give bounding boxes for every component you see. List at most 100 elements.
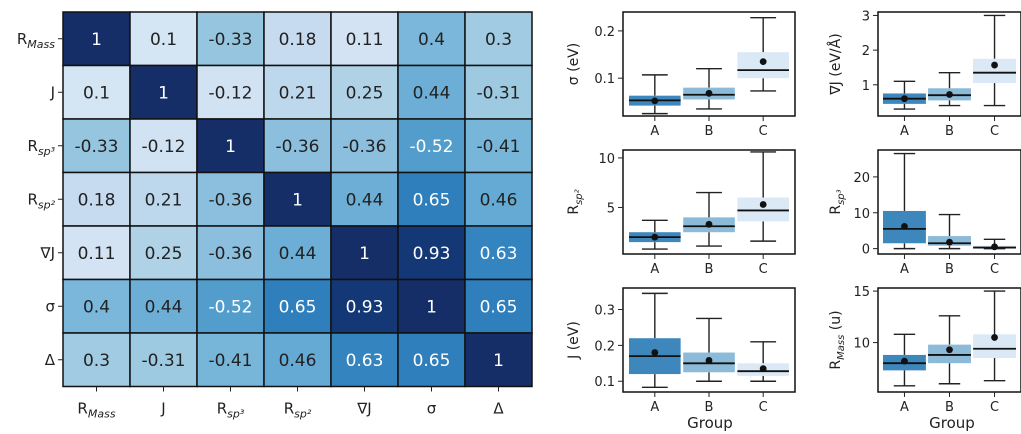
panel-plot-area (629, 16, 789, 115)
box-mean (651, 233, 659, 241)
heatmap-cell-value: -0.12 (209, 83, 253, 103)
heatmap-cell-value: 0.3 (485, 30, 512, 50)
heatmap-cell (62, 278, 131, 334)
heatmap-cell-value: -0.52 (410, 137, 454, 157)
group-xlabel-left: Group (687, 414, 733, 432)
heatmap-cell (62, 171, 131, 227)
heatmap-row-label: σ (45, 297, 55, 315)
y-axis-label: σ (eV) (566, 43, 582, 85)
box-mean (946, 346, 953, 354)
correlation-heatmap: 1 0.1 -0.33 0.18 0.11 0.4 0.3 0.1 1 -0.12 0.21 0.25… (17, 11, 533, 421)
heatmap-cell (263, 118, 332, 174)
x-tick-label: A (900, 400, 909, 415)
box-mean (901, 95, 908, 103)
heatmap-cell-value: 1 (359, 244, 370, 264)
panel-plot-area (883, 152, 1016, 251)
panel-plot-area (883, 290, 1016, 387)
box-mean (946, 238, 953, 246)
heatmap-cell (196, 64, 265, 120)
heatmap-cell-value: 1 (91, 30, 102, 50)
y-tick-label: 0.2 (594, 339, 615, 354)
heatmap-cell-value: -0.31 (477, 83, 521, 103)
box-mean (759, 365, 767, 373)
heatmap-cell (62, 225, 131, 281)
heatmap-col-label: ∇J (356, 400, 371, 418)
box-mean (991, 243, 998, 251)
heatmap-cell-value: -0.52 (209, 297, 253, 317)
box-panel: 1 2 3 A B C ∇J (eV/Å) (827, 9, 1021, 139)
heatmap-cell-value: 0.65 (413, 351, 451, 371)
heatmap-cell-value: 1 (493, 351, 504, 371)
heatmap-row-label: J (50, 83, 55, 101)
x-tick-label: B (705, 262, 714, 277)
y-tick-label: 20 (853, 171, 870, 186)
heatmap-cell-value: 0.63 (346, 351, 384, 371)
heatmap-cell-value: 0.25 (145, 244, 183, 264)
heatmap-cell (397, 171, 466, 227)
y-tick-label: 2 (862, 44, 870, 59)
y-tick-label: 0.1 (594, 72, 615, 87)
heatmap-cell-value: 0.46 (279, 351, 317, 371)
heatmap-cell (464, 171, 533, 227)
heatmap-cell (196, 332, 265, 388)
heatmap-cell (397, 332, 466, 388)
x-tick-label: B (945, 400, 954, 415)
y-axis-label: ∇J (eV/Å) (827, 33, 844, 95)
heatmap-cell (129, 171, 198, 227)
x-tick-label: B (945, 262, 954, 277)
box-mean (705, 357, 713, 364)
heatmap-cell-value: -0.31 (142, 351, 186, 371)
heatmap-row-label: ∇J (40, 244, 55, 262)
box-mean (946, 91, 953, 98)
y-axis-label: J (eV) (566, 321, 582, 360)
heatmap-cell-value: -0.36 (209, 190, 253, 210)
heatmap-cell-value: -0.33 (75, 137, 119, 157)
heatmap-cell-value: 0.65 (279, 297, 317, 317)
heatmap-cell (196, 225, 265, 281)
heatmap-cell-value: -0.41 (209, 351, 253, 371)
heatmap-cell-value: 0.3 (83, 351, 110, 371)
heatmap-cell-value: 0.4 (418, 30, 445, 50)
y-tick-label: 0.2 (594, 25, 615, 40)
x-tick-label: A (900, 124, 909, 139)
heatmap-cell-value: 0.44 (346, 190, 384, 210)
heatmap-row-label: Rsp² (27, 190, 55, 211)
heatmap-col-label: σ (427, 400, 437, 418)
x-tick-label: C (990, 262, 999, 277)
heatmap-cell-value: 0.1 (150, 30, 177, 50)
heatmap-cell-value: 1 (158, 83, 169, 103)
y-axis-label: Rsp² (566, 189, 585, 214)
heatmap-cell (330, 64, 399, 120)
heatmap-cell (129, 118, 198, 174)
heatmap-cell-value: 0.11 (78, 244, 116, 264)
x-tick-label: C (759, 400, 768, 415)
heatmap-cell-value: 0.44 (279, 244, 317, 264)
x-tick-label: C (990, 400, 999, 415)
heatmap-cell (464, 332, 533, 388)
panel-plot-area (629, 151, 789, 250)
heatmap-cell-value: 0.11 (346, 30, 384, 50)
heatmap-cell (330, 118, 399, 174)
heatmap-cell (129, 11, 198, 67)
heatmap-cell (397, 118, 466, 174)
y-tick-label: 5 (607, 201, 615, 216)
x-tick-label: A (650, 400, 659, 415)
box-plot-grid: 0.1 0.2 A B Cσ (eV) 1 2 3 A B C ∇J (eV/Å) 5 10 A B C Rsp²… (566, 9, 1021, 415)
y-tick-label: 3 (862, 9, 870, 24)
heatmap-cell-value: 0.21 (145, 190, 183, 210)
heatmap-cell-value: 0.18 (279, 30, 317, 50)
box-body (973, 334, 1016, 359)
y-axis-label: Rsp³ (828, 189, 847, 214)
heatmap-col-label: Δ (493, 400, 504, 418)
heatmap-cell (464, 64, 533, 120)
y-axis-label: RMass (u) (828, 310, 847, 369)
heatmap-cell-value: -0.33 (209, 30, 253, 50)
heatmap-cell (464, 278, 533, 334)
group-xlabel-right: Group (929, 414, 975, 432)
box-panel: 10 15 A B C RMass (u) (828, 285, 1021, 415)
heatmap-cell (397, 11, 466, 67)
heatmap-col-label: RMass (77, 400, 115, 421)
y-tick-label: 10 (853, 207, 870, 222)
heatmap-row-label: RMass (17, 30, 55, 51)
x-tick-label: C (759, 262, 768, 277)
